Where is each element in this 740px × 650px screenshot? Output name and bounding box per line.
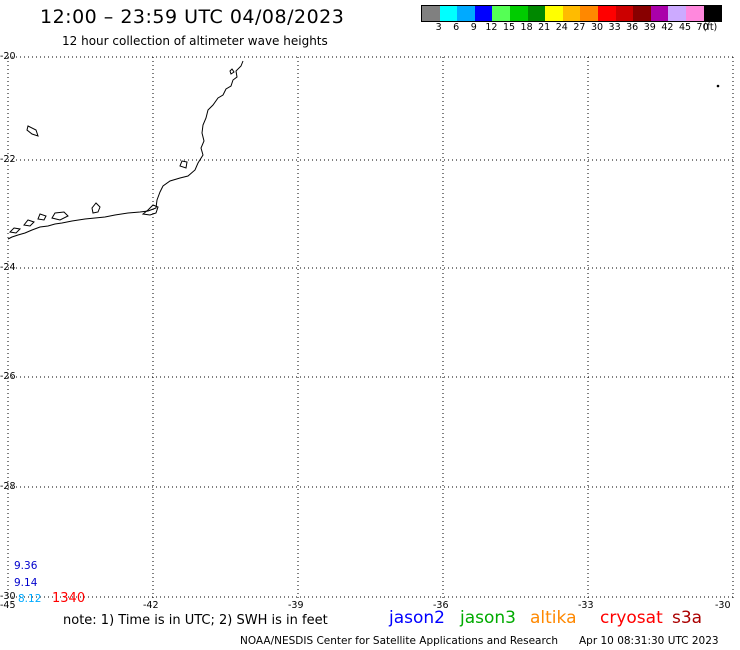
observation-dot [716,84,720,88]
generation-timestamp: Apr 10 08:31:30 UTC 2023 [579,635,719,647]
legend-label: 30 [590,22,604,33]
legend-swatch [650,6,669,21]
satellite-s3a: s3a [672,608,703,628]
legend-swatch [685,6,704,21]
credit-line: NOAA/NESDIS Center for Satellite Applica… [240,635,558,647]
wave-reading-3: 8.12 [18,593,42,605]
legend-swatch [562,6,581,21]
satellite-altika: altika [530,608,577,628]
legend-label: 27 [573,22,586,33]
legend-swatch [597,6,616,21]
latitude-label: -30 [0,591,16,602]
coastline-islands [8,68,235,234]
legend-label: 45 [678,22,692,33]
legend-swatch [457,6,475,21]
longitude-label: -33 [578,600,594,611]
latitude-label: -20 [0,51,16,62]
legend-swatch [439,6,458,21]
latitude-label: -28 [0,481,16,492]
satellite-jason2: jason2 [389,608,445,628]
legend-swatch [633,6,651,21]
coastline-path [7,60,244,240]
legend-label: 15 [502,22,516,33]
longitude-label: -42 [143,600,159,611]
legend-swatch [422,6,440,21]
wave-reading-2: 9.14 [14,577,38,589]
map-title: 12:00 – 23:59 UTC 04/08/2023 [40,6,345,28]
color-legend-labels: 3 6 9 12 15 18 21 24 27 30 33 36 39 42 45 70 (ft) [421,22,740,34]
legend-swatch [527,6,546,21]
coastline-bay [141,204,159,216]
legend-label: 24 [555,22,568,33]
longitude-label: -36 [433,600,449,611]
longitude-label: -30 [715,600,731,611]
units-note: note: 1) Time is in UTC; 2) SWH is in fe… [63,613,328,628]
latitude-label: -22 [0,154,16,165]
legend-label: 3 [435,22,442,33]
legend-swatch [668,6,686,21]
longitude-label: -45 [0,600,16,611]
coastline-inlet [91,202,101,214]
satellite-jason3: jason3 [460,608,516,628]
legend-swatch [509,6,528,21]
map-subtitle: 12 hour collection of altimeter wave hei… [62,34,328,48]
satellite-cryosat: cryosat [600,608,663,628]
map-gridlines [7,56,735,600]
legend-label: 18 [520,22,533,33]
legend-label: (ft) [702,22,718,33]
legend-label: 12 [485,22,498,33]
coastline [7,60,244,240]
legend-swatch [703,6,722,21]
legend-label: 9 [470,22,477,33]
legend-label: 36 [626,22,639,33]
longitude-label: -39 [288,600,304,611]
legend-label: 6 [453,22,460,33]
legend-swatch [492,6,510,21]
legend-swatch [474,6,493,21]
legend-swatch [580,6,598,21]
legend-label: 21 [538,22,551,33]
legend-label: 42 [661,22,674,33]
latitude-label: -24 [0,262,16,273]
legend-label: 39 [643,22,656,33]
latitude-label: -26 [0,371,16,382]
legend-label: 33 [608,22,621,33]
legend-label: 70 [696,22,709,33]
legend-swatch [545,6,563,21]
color-legend-bar [421,5,723,22]
legend-swatch [615,6,634,21]
wave-reading-1: 9.36 [14,560,38,572]
wave-reading-4: 1340 [52,591,86,606]
